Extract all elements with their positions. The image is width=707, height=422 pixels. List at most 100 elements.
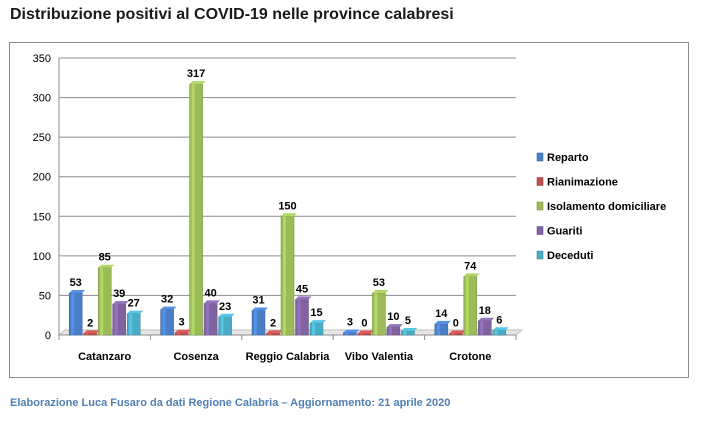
data-label-reparto-cosenza: 32	[161, 294, 173, 306]
bar-highlight	[129, 313, 133, 335]
bar-highlight	[388, 327, 392, 335]
bar-highlight	[254, 310, 257, 335]
x-tick-label-cosenza: Cosenza	[173, 351, 219, 363]
bar-deceduti-vibo-valentia	[401, 330, 415, 336]
bar-highlight	[177, 332, 181, 335]
bar-cap	[310, 320, 326, 324]
legend-swatch-rianimazione	[536, 177, 544, 186]
bar-highlight	[345, 332, 349, 335]
bar-deceduti-reggio-calabria	[309, 322, 324, 336]
data-label-reparto-reggio-calabria: 31	[252, 294, 264, 306]
legend-swatch-guariti	[536, 226, 544, 235]
y-tick-label: 50	[39, 290, 51, 302]
bar-highlight	[494, 330, 498, 335]
bar-rianimazione-reggio-calabria	[266, 333, 280, 336]
bar-rianimazione-crotone	[449, 333, 463, 336]
bar-highlight	[220, 316, 224, 335]
data-label-guariti-reggio-calabria: 45	[296, 283, 308, 295]
bar-highlight	[206, 303, 210, 335]
bar-reparto-catanzaro	[68, 292, 83, 336]
bar-cap	[281, 213, 297, 217]
bar-highlight	[100, 267, 104, 335]
bar-guariti-cosenza	[203, 303, 218, 336]
bar-cap	[83, 330, 100, 334]
bar-reparto-reggio-calabria	[251, 310, 266, 336]
bar-highlight	[85, 333, 89, 335]
legend-label-reparto: Reparto	[547, 152, 589, 164]
bar-reparto-crotone	[434, 323, 449, 336]
data-label-isolamento-domiciliare-reggio-calabria: 150	[278, 200, 296, 212]
bar-highlight	[71, 293, 75, 335]
bar-highlight	[465, 276, 469, 335]
bar-highlight	[191, 84, 195, 335]
bar-isolamento-domiciliare-reggio-calabria	[280, 216, 295, 336]
legend-label-guariti: Guariti	[547, 226, 582, 238]
bar-cap	[252, 307, 268, 311]
bar-highlight	[297, 299, 301, 335]
bar-cap	[266, 330, 283, 334]
y-tick-label: 100	[33, 251, 51, 263]
legend-swatch-deceduti	[536, 250, 544, 260]
bar-guariti-reggio-calabria	[295, 299, 309, 336]
bar-guariti-crotone	[478, 320, 492, 336]
y-tick-label: 250	[33, 132, 51, 144]
bar-isolamento-domiciliare-crotone	[463, 276, 478, 336]
bar-cap	[189, 81, 206, 85]
bar-cap	[112, 301, 129, 305]
data-label-deceduti-vibo-valentia: 5	[405, 315, 411, 327]
bar-cap	[463, 273, 480, 277]
y-tick-label: 0	[45, 330, 51, 342]
bar-cap	[449, 330, 466, 334]
bar-deceduti-catanzaro	[126, 313, 141, 336]
x-tick-label-crotone: Crotone	[449, 351, 491, 363]
bar-highlight	[283, 216, 286, 335]
chart-area: 0 50 100 150 200 250 300 350 Catanzaro 53 2 85 39 27 C…	[9, 42, 689, 378]
legend-label-isolamento-domiciliare: Isolamento domiciliare	[547, 201, 666, 213]
data-label-rianimazione-reggio-calabria: 2	[270, 317, 276, 329]
bar-cap	[127, 310, 144, 314]
bar-cap	[478, 317, 495, 321]
x-tick-label-vibo-valentia: Vibo Valentia	[345, 351, 414, 363]
bar-cap	[218, 313, 235, 317]
data-label-deceduti-reggio-calabria: 15	[310, 307, 322, 319]
bar-guariti-vibo-valentia	[386, 326, 401, 336]
data-label-isolamento-domiciliare-crotone: 74	[464, 260, 477, 272]
bar-chart: 050100150200250300350Catanzaro532853927C…	[33, 53, 667, 363]
bar-cap	[386, 324, 403, 328]
data-label-guariti-crotone: 18	[479, 305, 491, 317]
data-label-rianimazione-vibo-valentia: 0	[361, 318, 367, 330]
data-label-isolamento-domiciliare-vibo-valentia: 53	[373, 277, 385, 289]
data-label-reparto-vibo-valentia: 3	[347, 317, 353, 329]
bar-rianimazione-cosenza	[174, 332, 189, 336]
y-tick-label: 300	[33, 93, 51, 105]
bar-highlight	[312, 323, 315, 335]
bar-isolamento-domiciliare-cosenza	[189, 83, 203, 336]
data-label-isolamento-domiciliare-cosenza: 317	[187, 68, 205, 80]
legend-swatch-reparto	[536, 152, 544, 162]
bar-deceduti-cosenza	[218, 316, 232, 336]
bar-cap	[160, 306, 177, 310]
bar-highlight	[114, 304, 118, 335]
bar-highlight	[359, 333, 363, 335]
bar-cap	[372, 290, 389, 294]
data-label-isolamento-domiciliare-catanzaro: 85	[99, 252, 111, 264]
y-tick-label: 200	[33, 172, 51, 184]
bar-cap	[401, 328, 418, 332]
data-label-guariti-cosenza: 40	[204, 287, 216, 299]
bar-isolamento-domiciliare-vibo-valentia	[372, 292, 386, 336]
data-label-reparto-catanzaro: 53	[70, 277, 82, 289]
data-label-deceduti-cosenza: 23	[219, 301, 231, 313]
bar-rianimazione-catanzaro	[83, 333, 97, 336]
x-tick-label-reggio-calabria: Reggio Calabria	[246, 351, 331, 363]
y-tick-label: 150	[33, 211, 51, 223]
legend-swatch-isolamento-domiciliare	[536, 201, 544, 211]
bar-highlight	[436, 323, 440, 335]
data-label-guariti-catanzaro: 39	[113, 288, 125, 300]
bar-highlight	[451, 333, 455, 335]
bar-deceduti-crotone	[492, 330, 507, 336]
bar-reparto-vibo-valentia	[343, 332, 357, 336]
bar-cap	[69, 290, 86, 294]
bar-highlight	[268, 333, 272, 335]
data-label-rianimazione-crotone: 0	[453, 318, 459, 330]
bar-rianimazione-vibo-valentia	[357, 333, 372, 336]
